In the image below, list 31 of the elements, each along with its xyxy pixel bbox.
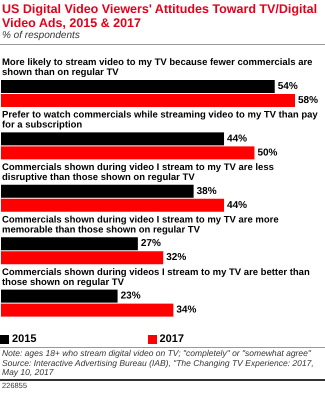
legend-label: 2017 bbox=[158, 333, 185, 345]
data-label: 44% bbox=[227, 200, 248, 211]
data-label: 50% bbox=[257, 147, 278, 158]
chart-subtitle: % of respondents bbox=[2, 30, 81, 41]
data-label: 23% bbox=[120, 290, 141, 302]
y-tick-label: More likely to stream video to my TV because fewer commercials are shown than on regular TV bbox=[2, 57, 312, 78]
y-tick-label: Prefer to watch commercials while streaming video to my TV than pay for a subscription bbox=[2, 110, 318, 131]
bar bbox=[1, 304, 174, 317]
text: Note: ages 18+ who stream digital video on TV; "completely" or "somewhat agree" bbox=[2, 348, 312, 358]
legend-label: 2015 bbox=[11, 333, 38, 345]
data-label: 58% bbox=[298, 95, 318, 106]
bar bbox=[1, 237, 138, 250]
y-tick-label: Commercials shown during video I stream to my TV are less disruptive than those shown on regular TV bbox=[2, 162, 274, 183]
data-label: 32% bbox=[166, 252, 186, 264]
bar bbox=[1, 290, 118, 303]
data-label: 54% bbox=[278, 81, 298, 92]
data-label: 44% bbox=[227, 133, 248, 144]
bar bbox=[1, 146, 254, 160]
data-label: 34% bbox=[176, 304, 196, 316]
bar bbox=[1, 198, 224, 212]
chart-title: US Digital Video Viewers' Attitudes Toward TV/Digital Video Ads, 2015 & 2017 bbox=[2, 2, 318, 30]
bar bbox=[1, 251, 164, 264]
bar bbox=[1, 132, 224, 146]
bar bbox=[1, 94, 295, 107]
bar bbox=[1, 184, 194, 198]
y-tick-label: Commercials shown during video I stream to my TV are more memorable than those shown on regular TV bbox=[2, 214, 279, 236]
data-label: 38% bbox=[196, 186, 217, 197]
y-tick-label: Commercials shown during videos I stream to my TV are better than those shown on regular TV bbox=[2, 266, 310, 288]
source-note: Source: Interactive Advertising Bureau (IAB), "The Changing TV Experience: 2017, May 10, 2017 bbox=[2, 358, 315, 378]
bar bbox=[1, 80, 275, 93]
data-label: 27% bbox=[140, 238, 161, 250]
